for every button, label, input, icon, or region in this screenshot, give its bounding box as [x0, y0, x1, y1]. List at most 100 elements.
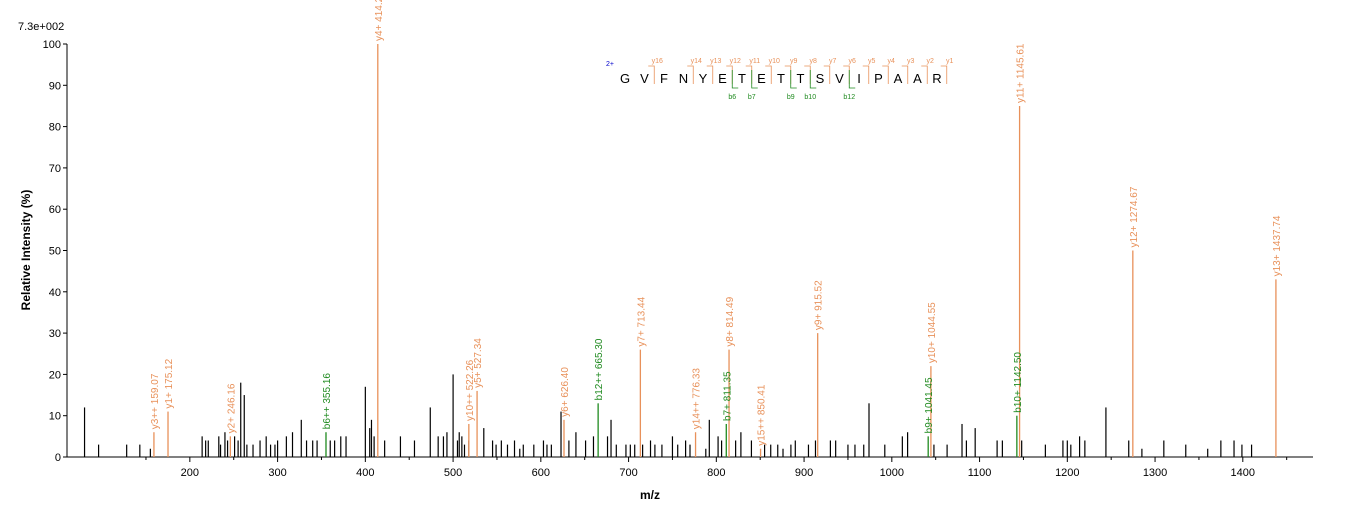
y-fragment-label: y6 — [849, 58, 857, 65]
b-fragment-label: b12 — [843, 94, 855, 101]
peak-label-b: b10+ 1142.50 — [1013, 352, 1024, 413]
max-intensity-label: 7.3e+002 — [18, 21, 64, 33]
residue: G — [620, 71, 630, 86]
peak-label-b: b6++ 355.16 — [322, 373, 333, 430]
charge-state: 2+ — [606, 61, 614, 68]
peak-label-y: y15++ 850.41 — [757, 384, 768, 446]
peak-label-y: y12+ 1274.67 — [1129, 186, 1140, 247]
residue: V — [640, 71, 649, 86]
y-fragment-mark — [765, 65, 772, 84]
b-fragment-mark — [790, 70, 797, 89]
y-fragment-label: y4 — [888, 58, 896, 65]
x-tick-label: 1400 — [1231, 467, 1255, 479]
peak-label-b: b9+ 1041.45 — [924, 377, 935, 433]
residue: T — [797, 71, 805, 86]
peak-label-y: y3++ 159.07 — [150, 373, 161, 429]
b-fragment-label: b7 — [748, 94, 756, 101]
y-tick-label: 10 — [49, 411, 61, 423]
y-tick-label: 70 — [49, 163, 61, 175]
x-tick-label: 1200 — [1055, 467, 1079, 479]
b-fragment-mark — [848, 70, 856, 89]
y-fragment-mark — [706, 65, 714, 84]
peak-label-y: y2+ 246.16 — [226, 383, 237, 433]
y-tick-label: 0 — [55, 452, 61, 464]
y-fragment-mark — [648, 65, 655, 84]
y-fragment-label: y2 — [927, 58, 935, 65]
residue: A — [913, 71, 922, 86]
x-tick-label: 500 — [444, 467, 462, 479]
residue: S — [816, 71, 825, 86]
y-tick-label: 80 — [49, 122, 61, 134]
y-fragment-mark — [882, 65, 889, 84]
x-tick-label: 300 — [268, 467, 286, 479]
b-fragment-mark — [731, 70, 739, 89]
residue: Y — [699, 71, 708, 86]
x-axis-title: m/z — [640, 488, 660, 502]
residue: T — [777, 71, 785, 86]
y-tick-label: 20 — [49, 369, 61, 381]
y-tick-label: 100 — [43, 39, 61, 51]
y-tick-label: 90 — [49, 80, 61, 92]
y-tick-label: 30 — [49, 328, 61, 340]
residue: V — [835, 71, 844, 86]
y-fragment-mark — [921, 65, 928, 84]
b-fragment-mark — [751, 70, 758, 89]
peak-label-y: y7+ 713.44 — [636, 296, 647, 346]
y-fragment-mark — [843, 65, 850, 84]
b-fragment-label: b10 — [804, 94, 816, 101]
y-tick-label: 40 — [49, 287, 61, 299]
y-fragment-mark — [784, 65, 792, 84]
peak-label-y: y10+ 1044.55 — [927, 302, 938, 363]
peak-label-y: y10++ 522.26 — [465, 359, 476, 421]
residue: R — [932, 71, 941, 86]
x-tick-label: 400 — [356, 467, 374, 479]
peak-labels: y3++ 159.07 y1+ 175.12 y2+ 246.16 y4+ 414.2… — [150, 0, 1283, 446]
b-fragment-label: b9 — [787, 94, 795, 101]
residue: N — [679, 71, 688, 86]
b-fragment-mark — [809, 70, 817, 89]
residue: P — [874, 71, 883, 86]
residue: E — [718, 71, 727, 86]
peak-label-y: y11+ 1145.61 — [1016, 43, 1027, 103]
y-fragment-mark — [687, 65, 694, 84]
x-tick-label: 800 — [707, 467, 725, 479]
y-fragment-mark — [862, 65, 870, 84]
x-tick-label: 1000 — [880, 467, 904, 479]
y-fragment-mark — [804, 65, 811, 84]
peak-label-y: y13+ 1437.74 — [1272, 215, 1283, 276]
b-fragment-label: b6 — [728, 94, 736, 101]
y-fragment-label: y12 — [730, 58, 741, 65]
y-fragment-label: y16 — [652, 58, 663, 65]
y-tick-label: 50 — [49, 246, 61, 258]
y-fragment-label: y1 — [946, 58, 954, 65]
y-fragment-label: y3 — [907, 58, 915, 65]
x-tick-label: 1100 — [968, 467, 992, 479]
y-fragment-label: y13 — [710, 58, 721, 65]
y-fragment-mark — [940, 65, 948, 84]
y-tick-label: 60 — [49, 204, 61, 216]
y-axis-title: Relative Intensity (%) — [19, 190, 33, 311]
peaks — [83, 44, 1277, 457]
y-fragment-label: y10 — [769, 58, 780, 65]
residue: A — [894, 71, 903, 86]
peak-label-y: y9+ 915.52 — [814, 280, 825, 330]
y-fragment-label: y5 — [868, 58, 876, 65]
y-fragment-mark — [901, 65, 909, 84]
peak-label-y: y5+ 527.34 — [473, 338, 484, 388]
y-fragment-label: y9 — [790, 58, 798, 65]
y-fragment-mark — [745, 65, 753, 84]
peak-label-y: y1+ 175.12 — [164, 358, 175, 408]
peak-label-b: b12++ 665.30 — [594, 338, 605, 400]
residue: E — [757, 71, 766, 86]
y-fragment-mark — [823, 65, 831, 84]
y-fragment-label: y8 — [810, 58, 818, 65]
peak-label-y: y14++ 776.33 — [692, 368, 703, 430]
peak-label-y: y8+ 814.49 — [725, 296, 736, 346]
residue: T — [738, 71, 746, 86]
peak-label-b: b7+ 811.35 — [722, 371, 733, 421]
x-tick-label: 700 — [619, 467, 637, 479]
peak-label-y: y4+ 414.2 — [374, 0, 385, 41]
x-tick-label: 600 — [532, 467, 550, 479]
residue: I — [857, 71, 861, 86]
